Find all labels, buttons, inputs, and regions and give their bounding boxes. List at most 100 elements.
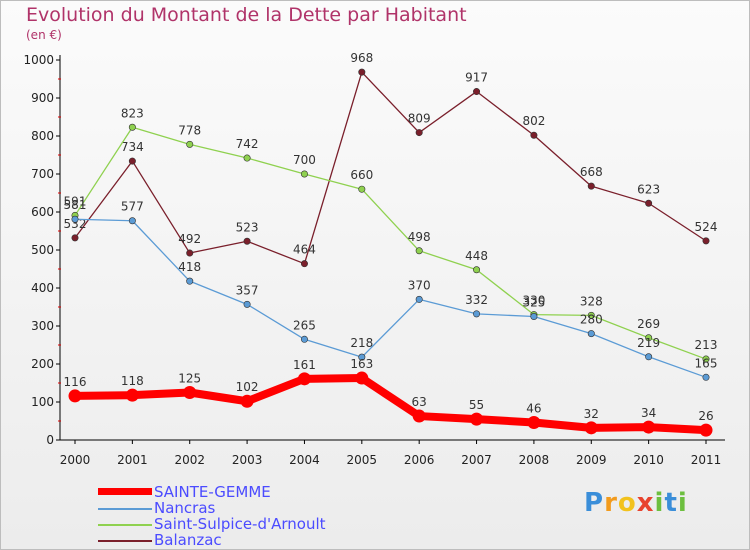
data-point xyxy=(128,157,136,165)
x-tick-label: 2003 xyxy=(232,453,263,467)
data-point xyxy=(415,295,423,303)
y-tick-label: 800 xyxy=(31,129,54,143)
logo-letter: x xyxy=(636,488,655,518)
x-tick-label: 2011 xyxy=(691,453,722,467)
proxiti-logo: Proxiti xyxy=(584,488,688,518)
data-point xyxy=(473,266,481,274)
data-label: 218 xyxy=(350,336,373,350)
data-label: 165 xyxy=(695,356,718,370)
logo-letter: i xyxy=(654,488,665,518)
y-tick-label: 900 xyxy=(31,91,54,105)
x-tick-label: 2004 xyxy=(289,453,320,467)
data-point xyxy=(128,217,136,225)
data-label: 370 xyxy=(408,278,431,292)
data-point xyxy=(702,237,710,245)
legend-label-balanzac: Balanzac xyxy=(154,531,222,549)
data-point xyxy=(125,388,139,402)
legend-swatch-sainte-gemme xyxy=(98,488,152,495)
y-tick-label: 0 xyxy=(46,433,54,447)
data-point xyxy=(415,247,423,255)
data-point xyxy=(186,249,194,257)
data-label: 34 xyxy=(641,406,656,420)
data-point xyxy=(645,334,653,342)
data-label: 46 xyxy=(526,402,541,416)
legend-label-nancras: Nancras xyxy=(154,499,216,517)
data-label: 524 xyxy=(695,220,718,234)
x-tick-label: 2009 xyxy=(576,453,607,467)
data-label: 668 xyxy=(580,165,603,179)
y-tick-label: 500 xyxy=(31,243,54,257)
series-line xyxy=(74,126,707,360)
data-label: 55 xyxy=(469,398,484,412)
chart-subtitle: (en €) xyxy=(26,28,62,42)
data-point xyxy=(642,420,656,434)
data-point xyxy=(699,423,713,437)
data-point xyxy=(240,394,254,408)
data-label: 328 xyxy=(580,294,603,308)
y-tick-label: 700 xyxy=(31,167,54,181)
data-label: 26 xyxy=(698,409,713,423)
data-label: 116 xyxy=(64,375,87,389)
legend-label-sainte-gemme: SAINTE-GEMME xyxy=(154,483,271,501)
data-label: 802 xyxy=(522,114,545,128)
data-point xyxy=(530,312,538,320)
data-point xyxy=(300,170,308,178)
data-label: 332 xyxy=(465,293,488,307)
data-label: 280 xyxy=(580,313,603,327)
data-point xyxy=(300,335,308,343)
data-point xyxy=(587,182,595,190)
data-label: 213 xyxy=(695,338,718,352)
data-label: 219 xyxy=(637,336,660,350)
data-point xyxy=(186,140,194,148)
legend-item-saint-sulpice: Saint-Sulpice-d'Arnoult xyxy=(98,516,358,532)
data-label: 32 xyxy=(584,407,599,421)
data-point xyxy=(355,371,369,385)
legend-swatch-balanzac xyxy=(98,540,152,542)
logo-letter: P xyxy=(584,488,605,518)
data-label: 448 xyxy=(465,249,488,263)
data-label: 968 xyxy=(350,51,373,65)
data-point xyxy=(358,185,366,193)
data-point xyxy=(527,416,541,430)
data-label: 823 xyxy=(121,106,144,120)
legend-item-nancras: Nancras xyxy=(98,500,358,516)
data-label: 163 xyxy=(350,357,373,371)
data-label: 523 xyxy=(236,220,259,234)
y-tick-label: 1000 xyxy=(23,53,54,67)
data-point xyxy=(473,88,481,96)
data-point xyxy=(415,129,423,137)
data-point xyxy=(358,68,366,76)
data-label: 325 xyxy=(522,296,545,310)
data-label: 577 xyxy=(121,200,144,214)
x-tick-label: 2001 xyxy=(117,453,148,467)
data-label: 498 xyxy=(408,230,431,244)
chart-title: Evolution du Montant de la Dette par Hab… xyxy=(26,4,467,26)
data-point xyxy=(297,372,311,386)
data-point xyxy=(186,277,194,285)
data-point xyxy=(702,373,710,381)
data-label: 581 xyxy=(64,198,87,212)
data-point xyxy=(470,412,484,426)
data-label: 532 xyxy=(64,217,87,231)
data-label: 125 xyxy=(178,372,201,386)
data-point xyxy=(645,353,653,361)
y-tick-label: 400 xyxy=(31,281,54,295)
data-label: 102 xyxy=(236,380,259,394)
data-point xyxy=(243,154,251,162)
data-point xyxy=(702,355,710,363)
x-tick-label: 2008 xyxy=(519,453,550,467)
data-label: 809 xyxy=(408,112,431,126)
data-label: 357 xyxy=(236,283,259,297)
x-tick-label: 2006 xyxy=(404,453,435,467)
data-label: 265 xyxy=(293,318,316,332)
data-point xyxy=(71,234,79,242)
logo-letter: r xyxy=(604,488,618,518)
legend-item-sainte-gemme: SAINTE-GEMME xyxy=(98,484,358,500)
x-tick-label: 2000 xyxy=(60,453,91,467)
logo-letter: i xyxy=(677,488,688,518)
data-label: 418 xyxy=(178,260,201,274)
data-point xyxy=(243,300,251,308)
data-point xyxy=(300,260,308,268)
data-point xyxy=(587,311,595,319)
